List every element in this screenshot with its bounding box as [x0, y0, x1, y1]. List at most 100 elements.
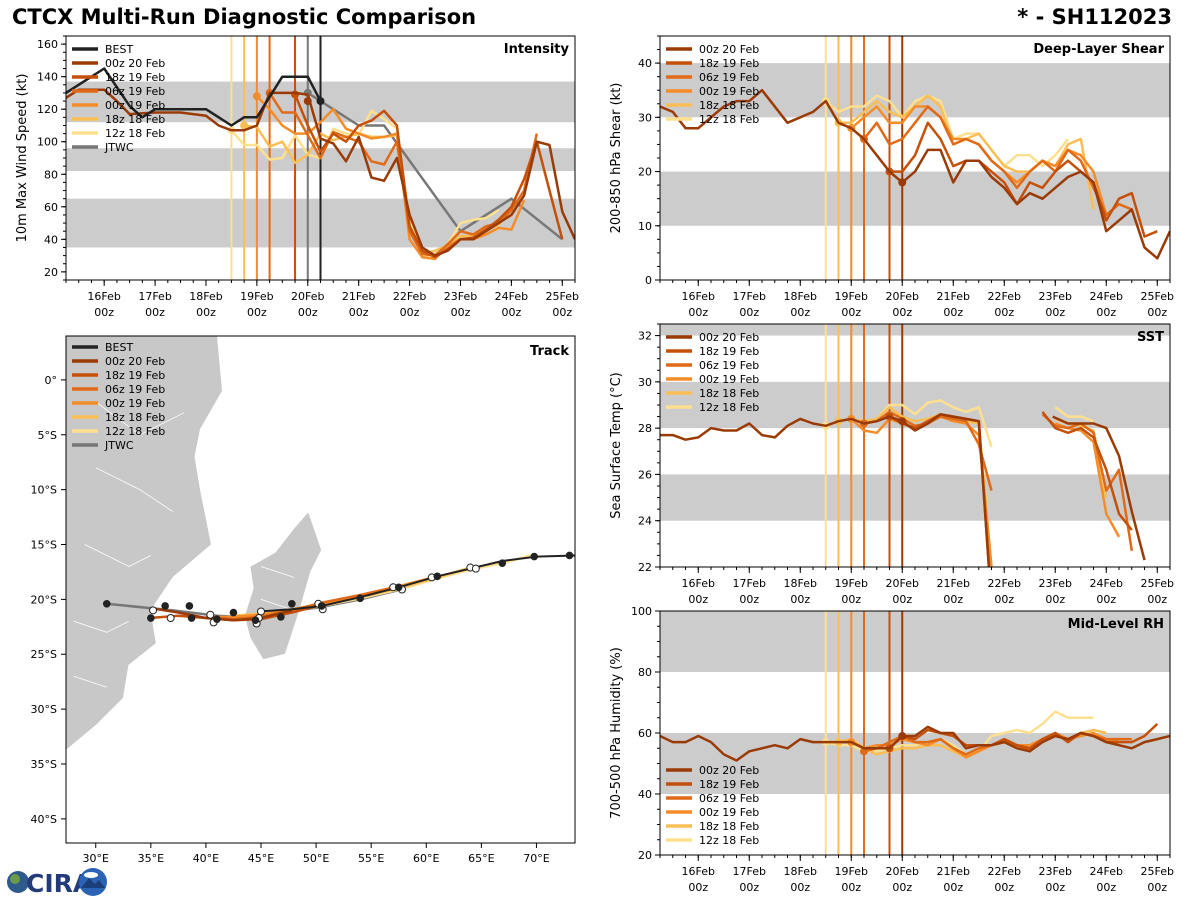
x-tick-label: 00z	[1045, 593, 1065, 606]
x-tick-label: 25Feb	[1141, 577, 1174, 590]
series-group	[66, 67, 575, 261]
y-tick-label: 0°	[45, 374, 58, 387]
x-tick-label: 19Feb	[240, 290, 273, 303]
legend-label: 06z 19 Feb	[105, 383, 165, 396]
track-best-point	[317, 602, 326, 610]
x-tick-label: 22Feb	[393, 290, 426, 303]
y-tick-label: 15°S	[31, 539, 57, 552]
x-tick-label: 60°E	[413, 852, 439, 865]
x-tick-label: 00z	[892, 593, 912, 606]
border-line	[95, 467, 174, 512]
legend-label: 12z 18 Feb	[699, 401, 759, 414]
track-open-point	[166, 614, 175, 623]
x-tick-label: 00z	[841, 306, 861, 319]
cira-logo-icon: CIRA	[7, 868, 107, 898]
track-best-point	[356, 594, 364, 603]
legend-label: 18z 18 Feb	[105, 113, 165, 126]
x-tick-label: 00z	[943, 593, 963, 606]
track-best-point	[530, 552, 539, 561]
x-tick-label: 00z	[1147, 881, 1167, 894]
y-tick-label: 80	[638, 666, 652, 679]
series-line-best	[66, 67, 322, 127]
x-tick-label: 22Feb	[988, 290, 1021, 303]
panel-title: Intensity	[504, 42, 570, 57]
storm-id: * - SH112023	[1017, 5, 1172, 29]
init-marker	[240, 121, 249, 130]
x-tick-label: 23Feb	[444, 290, 477, 303]
y-tick-label: 120	[37, 103, 58, 116]
track-best-point	[277, 613, 285, 621]
plot-frame	[65, 335, 576, 844]
x-tick-label: 20Feb	[886, 290, 919, 303]
init-marker	[898, 178, 907, 187]
x-tick-label: 20Feb	[886, 865, 919, 878]
x-tick-label: 23Feb	[1039, 290, 1072, 303]
x-tick-label: 00z	[739, 593, 759, 606]
series-line-18z-19-feb	[1041, 411, 1133, 531]
legend-label: JTWC	[104, 141, 134, 154]
y-tick-label: 0	[645, 274, 652, 287]
x-tick-label: 21Feb	[342, 290, 375, 303]
series-line-00z-20-feb	[660, 413, 991, 567]
x-tick-label: 00z	[247, 306, 267, 319]
y-tick-label: 5°S	[38, 429, 57, 442]
y-tick-label: 60	[638, 727, 652, 740]
track-best-point	[565, 551, 574, 560]
y-tick-label: 28	[638, 422, 652, 435]
legend-label: 00z 19 Feb	[699, 373, 759, 386]
x-tick-label: 00z	[994, 881, 1014, 894]
y-tick-label: 30°S	[31, 703, 57, 716]
x-tick-label: 23Feb	[1039, 577, 1072, 590]
globe-land-icon	[10, 874, 20, 884]
y-tick-label: 20	[638, 166, 652, 179]
x-tick-label: 00z	[994, 593, 1014, 606]
x-tick-label: 21Feb	[937, 577, 970, 590]
map-layer	[66, 336, 575, 751]
series-line-12z-18-feb	[824, 94, 1069, 168]
legend-label: 18z 19 Feb	[105, 71, 165, 84]
chart-sst: 22 24 26 28 30 32 16Feb 00z 17Feb 00z 18Feb 00z 19Fe…	[609, 323, 1174, 606]
legend-label: 18z 19 Feb	[699, 778, 759, 791]
legend-label: 06z 19 Feb	[699, 359, 759, 372]
series-line-18z-19-feb	[888, 722, 1159, 750]
x-tick-label: 00z	[943, 306, 963, 319]
legend-label: BEST	[105, 43, 133, 56]
y-tick-label: 10	[638, 220, 652, 233]
border-line	[260, 566, 295, 578]
x-tick-label: 00z	[1045, 306, 1065, 319]
land-africa	[66, 336, 223, 751]
x-tick-label: 25Feb	[546, 290, 579, 303]
series-group	[660, 88, 1170, 260]
legend-label: 06z 19 Feb	[699, 792, 759, 805]
series-line-00z-20-feb	[1052, 415, 1146, 561]
y-tick-label: 20°S	[31, 593, 57, 606]
x-tick-label: 24Feb	[495, 290, 528, 303]
track-best-point	[498, 559, 507, 567]
series-line-00z-19-feb	[256, 95, 526, 261]
init-marker	[303, 97, 312, 106]
y-tick-label: 100	[37, 136, 58, 149]
series-group	[660, 399, 1146, 567]
legend-label: 18z 19 Feb	[105, 369, 165, 382]
panel-title: Mid-Level RH	[1068, 617, 1164, 632]
x-tick-label: 21Feb	[937, 290, 970, 303]
y-axis-label: 10m Max Wind Speed (kt)	[15, 74, 30, 243]
track-best-point	[187, 614, 196, 622]
legend-label: 18z 19 Feb	[699, 57, 759, 70]
legend-label: 12z 18 Feb	[699, 834, 759, 847]
y-tick-label: 80	[44, 168, 58, 181]
legend-label: 00z 20 Feb	[699, 764, 759, 777]
x-tick-label: 22Feb	[988, 577, 1021, 590]
x-tick-label: 00z	[1147, 306, 1167, 319]
x-tick-label: 25Feb	[1141, 865, 1174, 878]
legend-label: 12z 18 Feb	[699, 113, 759, 126]
init-marker	[252, 92, 261, 101]
x-tick-label: 19Feb	[835, 577, 868, 590]
track-best-point	[251, 616, 260, 625]
x-tick-label: 17Feb	[733, 577, 766, 590]
x-tick-label: 00z	[1045, 881, 1065, 894]
x-tick-label: 45°E	[248, 852, 274, 865]
y-axis-label: 700-500 hPa Humidity (%)	[609, 647, 624, 819]
